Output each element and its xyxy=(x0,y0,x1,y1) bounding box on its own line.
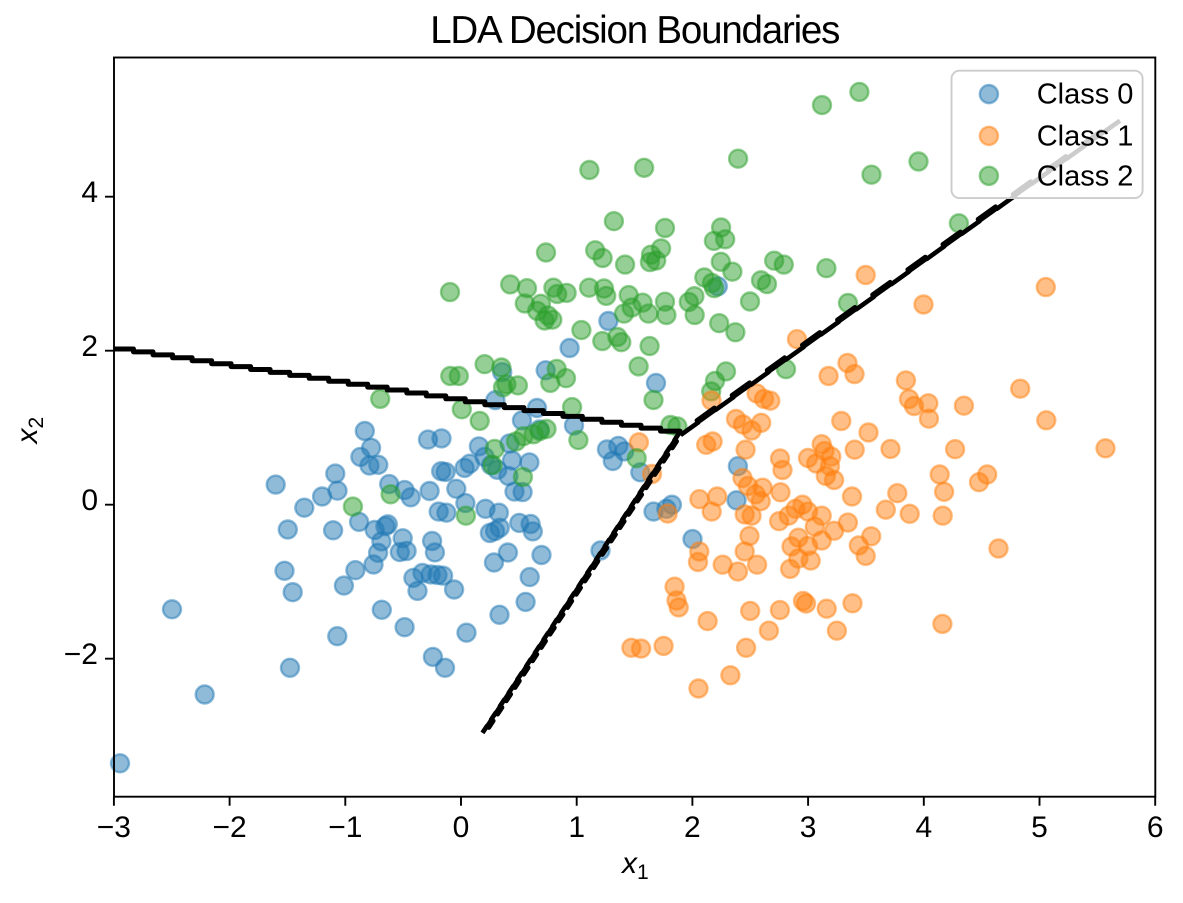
svg-text:6: 6 xyxy=(1147,811,1164,844)
svg-text:−2: −2 xyxy=(64,638,98,671)
svg-text:−3: −3 xyxy=(97,811,131,844)
svg-text:3: 3 xyxy=(800,811,817,844)
svg-text:0: 0 xyxy=(453,811,470,844)
svg-text:5: 5 xyxy=(1031,811,1048,844)
svg-text:2: 2 xyxy=(684,811,701,844)
svg-text:4: 4 xyxy=(81,176,98,209)
svg-text:2: 2 xyxy=(81,330,98,363)
svg-text:0: 0 xyxy=(81,484,98,517)
svg-text:LDA Decision Boundaries: LDA Decision Boundaries xyxy=(430,9,839,52)
svg-text:Class 2: Class 2 xyxy=(1037,160,1134,192)
svg-text:1: 1 xyxy=(568,811,585,844)
svg-text:−2: −2 xyxy=(212,811,246,844)
svg-text:−1: −1 xyxy=(328,811,362,844)
svg-text:Class 1: Class 1 xyxy=(1037,120,1134,152)
svg-text:4: 4 xyxy=(915,811,932,844)
svg-text:Class 0: Class 0 xyxy=(1037,79,1134,111)
